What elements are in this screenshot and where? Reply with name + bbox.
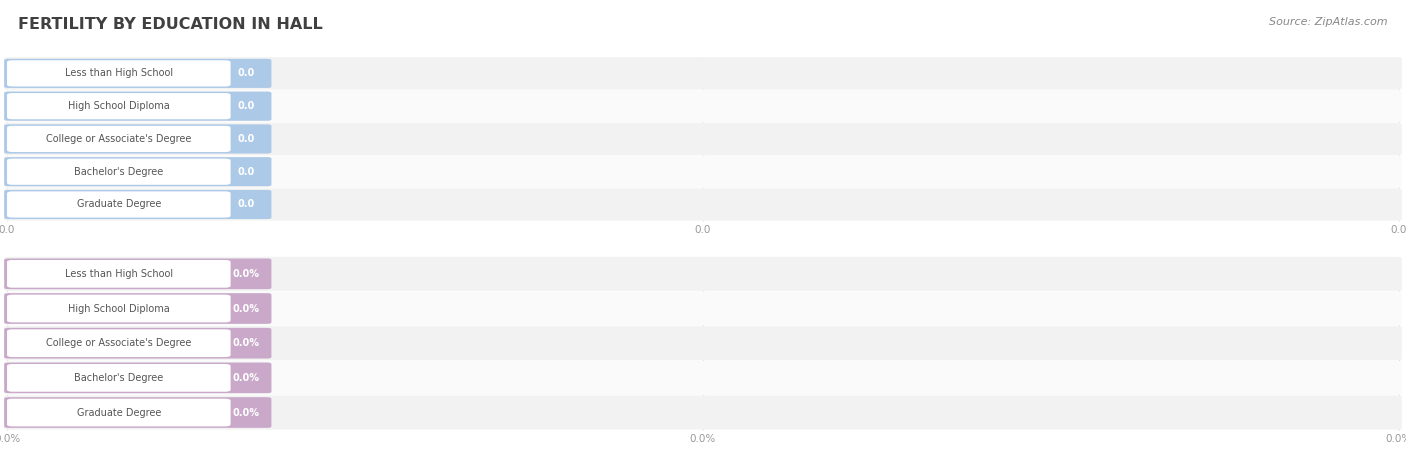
Text: Less than High School: Less than High School <box>65 269 173 279</box>
FancyBboxPatch shape <box>4 123 1402 155</box>
Text: 0.0: 0.0 <box>238 200 254 209</box>
Text: Graduate Degree: Graduate Degree <box>76 408 162 418</box>
Text: Bachelor's Degree: Bachelor's Degree <box>75 373 163 383</box>
FancyBboxPatch shape <box>4 124 271 153</box>
FancyBboxPatch shape <box>7 329 231 357</box>
FancyBboxPatch shape <box>4 190 271 219</box>
FancyBboxPatch shape <box>4 92 271 121</box>
FancyBboxPatch shape <box>7 294 231 323</box>
FancyBboxPatch shape <box>4 90 1402 123</box>
FancyBboxPatch shape <box>4 397 271 428</box>
Text: Graduate Degree: Graduate Degree <box>76 200 162 209</box>
FancyBboxPatch shape <box>4 155 1402 188</box>
FancyBboxPatch shape <box>7 364 231 392</box>
FancyBboxPatch shape <box>7 126 231 152</box>
FancyBboxPatch shape <box>4 362 271 393</box>
FancyBboxPatch shape <box>4 293 271 324</box>
FancyBboxPatch shape <box>4 258 271 289</box>
FancyBboxPatch shape <box>4 362 271 393</box>
Text: 0.0%: 0.0% <box>0 434 20 444</box>
Text: Bachelor's Degree: Bachelor's Degree <box>75 167 163 177</box>
FancyBboxPatch shape <box>4 190 271 219</box>
Text: 0.0%: 0.0% <box>232 408 260 418</box>
FancyBboxPatch shape <box>7 191 231 218</box>
Text: College or Associate's Degree: College or Associate's Degree <box>46 134 191 144</box>
FancyBboxPatch shape <box>4 92 271 121</box>
Text: 0.0: 0.0 <box>1391 225 1406 235</box>
Text: High School Diploma: High School Diploma <box>67 304 170 314</box>
FancyBboxPatch shape <box>4 157 271 186</box>
FancyBboxPatch shape <box>4 188 1402 221</box>
FancyBboxPatch shape <box>4 292 1402 325</box>
FancyBboxPatch shape <box>7 260 231 288</box>
Text: 0.0: 0.0 <box>238 167 254 177</box>
Text: Source: ZipAtlas.com: Source: ZipAtlas.com <box>1270 17 1388 27</box>
FancyBboxPatch shape <box>4 57 1402 90</box>
FancyBboxPatch shape <box>4 397 271 428</box>
Text: 0.0%: 0.0% <box>232 373 260 383</box>
Text: 0.0%: 0.0% <box>232 304 260 314</box>
Text: 0.0%: 0.0% <box>232 269 260 279</box>
Text: 0.0: 0.0 <box>238 134 254 144</box>
FancyBboxPatch shape <box>7 93 231 119</box>
FancyBboxPatch shape <box>4 361 1402 395</box>
FancyBboxPatch shape <box>7 159 231 185</box>
Text: 0.0%: 0.0% <box>232 338 260 348</box>
Text: College or Associate's Degree: College or Associate's Degree <box>46 338 191 348</box>
FancyBboxPatch shape <box>4 157 271 186</box>
FancyBboxPatch shape <box>4 258 271 289</box>
FancyBboxPatch shape <box>4 59 271 88</box>
FancyBboxPatch shape <box>4 293 271 324</box>
FancyBboxPatch shape <box>4 326 1402 360</box>
FancyBboxPatch shape <box>4 328 271 359</box>
Text: Less than High School: Less than High School <box>65 68 173 78</box>
Text: 0.0%: 0.0% <box>1386 434 1406 444</box>
FancyBboxPatch shape <box>4 257 1402 291</box>
Text: FERTILITY BY EDUCATION IN HALL: FERTILITY BY EDUCATION IN HALL <box>18 17 323 32</box>
FancyBboxPatch shape <box>4 328 271 359</box>
Text: 0.0: 0.0 <box>238 68 254 78</box>
FancyBboxPatch shape <box>4 396 1402 429</box>
FancyBboxPatch shape <box>7 60 231 86</box>
FancyBboxPatch shape <box>7 399 231 427</box>
Text: 0.0: 0.0 <box>0 225 15 235</box>
Text: 0.0: 0.0 <box>238 101 254 111</box>
FancyBboxPatch shape <box>4 59 271 88</box>
Text: 0.0: 0.0 <box>695 225 711 235</box>
Text: High School Diploma: High School Diploma <box>67 101 170 111</box>
Text: 0.0%: 0.0% <box>690 434 716 444</box>
FancyBboxPatch shape <box>4 124 271 153</box>
